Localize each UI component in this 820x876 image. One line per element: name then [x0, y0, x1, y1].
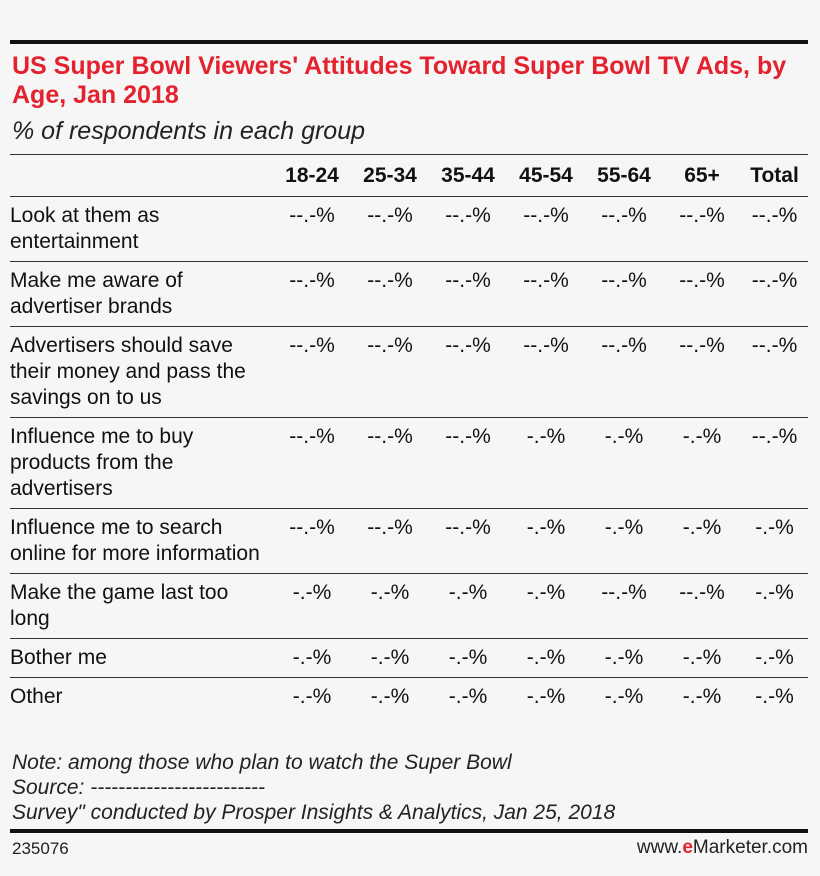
chart-title: US Super Bowl Viewers' Attitudes Toward … — [12, 52, 787, 109]
row-label: Influence me to buy products from the ad… — [10, 417, 273, 509]
value-cell: --.-% — [273, 196, 351, 262]
value-cell: -.-% — [273, 677, 351, 716]
table-row: Influence me to buy products from the ad… — [10, 417, 808, 509]
brand-suffix: Marketer.com — [692, 837, 808, 858]
value-cell: --.-% — [351, 261, 429, 327]
value-cell: -.-% — [663, 508, 741, 574]
top-rule — [10, 40, 808, 44]
value-cell: --.-% — [507, 196, 585, 262]
brand-link[interactable]: www.eMarketer.com — [637, 837, 808, 859]
note-text: Note: among those who plan to watch the … — [12, 751, 512, 774]
value-cell: --.-% — [741, 196, 808, 262]
value-cell: --.-% — [273, 508, 351, 574]
value-cell: --.-% — [585, 196, 663, 262]
value-cell: -.-% — [273, 638, 351, 678]
table-row: Look at them as entertainment --.-% --.-% -… — [10, 196, 808, 262]
data-table: 18-24 25-34 35-44 45-54 55-64 65+ Total … — [10, 155, 808, 716]
value-cell: -.-% — [741, 573, 808, 639]
value-cell: --.-% — [351, 417, 429, 509]
value-cell: -.-% — [741, 677, 808, 716]
value-cell: -.-% — [507, 677, 585, 716]
table-body: Look at them as entertainment --.-% --.-% -… — [10, 196, 808, 716]
column-header: 35-44 — [441, 163, 495, 187]
column-header: 65+ — [684, 163, 720, 187]
value-cell: --.-% — [429, 196, 507, 262]
column-header: 25-34 — [363, 163, 417, 187]
brand-e: e — [682, 837, 693, 858]
value-cell: -.-% — [585, 417, 663, 509]
value-cell: -.-% — [741, 638, 808, 678]
value-cell: --.-% — [273, 326, 351, 418]
source-text: Source: ------------------------- — [12, 776, 266, 799]
table-row: Influence me to search online for more i… — [10, 508, 808, 574]
value-cell: --.-% — [429, 326, 507, 418]
value-cell: --.-% — [741, 326, 808, 418]
row-label: Influence me to search online for more i… — [10, 508, 273, 574]
row-label: Advertisers should save their money and … — [10, 326, 273, 418]
value-cell: -.-% — [741, 508, 808, 574]
row-label: Bother me — [10, 638, 273, 678]
brand-prefix: www. — [636, 837, 683, 858]
survey-text: Survey" conducted by Prosper Insights & … — [12, 801, 616, 824]
value-cell: --.-% — [741, 261, 808, 327]
column-header: 55-64 — [597, 163, 651, 187]
table-row: Make the game last too long -.-% -.-% -.-% -… — [10, 573, 808, 639]
value-cell: --.-% — [663, 573, 741, 639]
column-header: 18-24 — [285, 163, 339, 187]
value-cell: --.-% — [351, 508, 429, 574]
column-header: 45-54 — [519, 163, 573, 187]
footer-notes: Note: among those who plan to watch the … — [12, 750, 808, 825]
value-cell: --.-% — [585, 573, 663, 639]
value-cell: --.-% — [273, 261, 351, 327]
header-row: 18-24 25-34 35-44 45-54 55-64 65+ Total — [10, 155, 808, 197]
value-cell: -.-% — [585, 508, 663, 574]
value-cell: --.-% — [585, 326, 663, 418]
table-row: Make me aware of advertiser brands --.-% -… — [10, 261, 808, 327]
value-cell: --.-% — [741, 417, 808, 509]
value-cell: -.-% — [429, 573, 507, 639]
table-row: Other -.-% -.-% -.-% -.-% -.-% -.-% -.-% — [10, 677, 808, 716]
value-cell: -.-% — [429, 677, 507, 716]
chart-id: 235076 — [12, 839, 69, 858]
value-cell: -.-% — [663, 417, 741, 509]
value-cell: -.-% — [663, 677, 741, 716]
row-label: Make me aware of advertiser brands — [10, 261, 273, 327]
value-cell: --.-% — [585, 261, 663, 327]
value-cell: --.-% — [663, 326, 741, 418]
header-label-cell — [10, 155, 273, 197]
table-row: Bother me -.-% -.-% -.-% -.-% -.-% -.-% -.-% — [10, 638, 808, 678]
value-cell: --.-% — [663, 196, 741, 262]
value-cell: -.-% — [507, 638, 585, 678]
value-cell: -.-% — [585, 638, 663, 678]
row-label: Make the game last too long — [10, 573, 273, 639]
value-cell: -.-% — [351, 638, 429, 678]
value-cell: -.-% — [507, 573, 585, 639]
value-cell: -.-% — [663, 638, 741, 678]
value-cell: --.-% — [351, 196, 429, 262]
value-cell: --.-% — [351, 326, 429, 418]
chart-subtitle: % of respondents in each group — [12, 117, 366, 145]
row-label: Other — [10, 677, 273, 716]
value-cell: -.-% — [507, 508, 585, 574]
column-header: Total — [750, 163, 799, 187]
value-cell: --.-% — [663, 261, 741, 327]
value-cell: -.-% — [507, 417, 585, 509]
value-cell: -.-% — [351, 573, 429, 639]
value-cell: --.-% — [429, 508, 507, 574]
value-cell: -.-% — [273, 573, 351, 639]
footer-rule — [10, 829, 808, 833]
row-label: Look at them as entertainment — [10, 196, 273, 262]
value-cell: --.-% — [429, 261, 507, 327]
value-cell: --.-% — [507, 261, 585, 327]
header-rule — [10, 154, 808, 155]
value-cell: --.-% — [273, 417, 351, 509]
value-cell: --.-% — [507, 326, 585, 418]
value-cell: -.-% — [429, 638, 507, 678]
value-cell: --.-% — [429, 417, 507, 509]
table-row: Advertisers should save their money and … — [10, 326, 808, 418]
value-cell: -.-% — [585, 677, 663, 716]
value-cell: -.-% — [351, 677, 429, 716]
